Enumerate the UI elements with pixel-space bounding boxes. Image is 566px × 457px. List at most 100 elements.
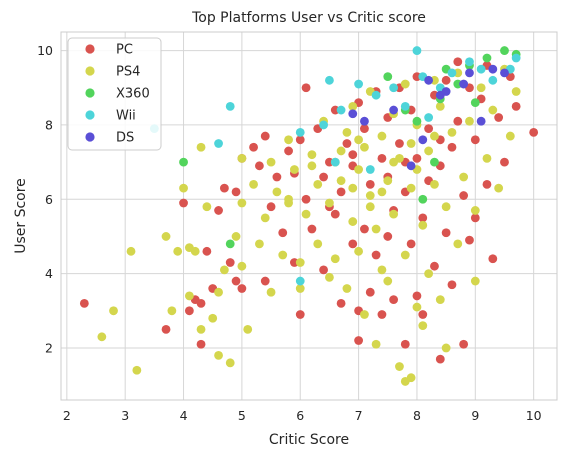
data-point [243, 325, 252, 334]
data-point [500, 68, 509, 77]
data-point [512, 54, 521, 63]
data-point [354, 336, 363, 345]
data-point [348, 239, 357, 248]
data-point [418, 310, 427, 319]
data-point [372, 225, 381, 234]
data-point [179, 199, 188, 208]
data-point [453, 57, 462, 66]
data-point [389, 158, 398, 167]
data-point [97, 332, 106, 341]
data-point [395, 139, 404, 148]
x-axis-label: Critic Score [269, 432, 349, 448]
data-point [162, 325, 171, 334]
data-point [284, 195, 293, 204]
data-point [500, 158, 509, 167]
data-point [127, 247, 136, 256]
x-tick-label: 10 [526, 408, 542, 423]
chart-title: Top Platforms User vs Critic score [191, 10, 426, 26]
data-point [302, 210, 311, 219]
data-point [249, 143, 258, 152]
x-tick-label: 5 [238, 408, 246, 423]
data-point [366, 288, 375, 297]
data-point [337, 106, 346, 115]
data-point [214, 206, 223, 215]
data-point [401, 340, 410, 349]
data-point [343, 128, 352, 137]
data-point [284, 147, 293, 156]
data-point [348, 109, 357, 118]
data-point [162, 232, 171, 241]
legend-marker [85, 44, 94, 53]
data-point [302, 83, 311, 92]
data-point [237, 262, 246, 271]
data-point [413, 292, 422, 301]
data-point [261, 277, 270, 286]
data-point [471, 135, 480, 144]
legend-label: PS4 [116, 65, 140, 80]
data-point [448, 280, 457, 289]
data-point [255, 161, 264, 170]
data-point [424, 124, 433, 133]
data-point [477, 83, 486, 92]
data-point [459, 80, 468, 89]
data-point [237, 199, 246, 208]
data-point [459, 173, 468, 182]
data-point [337, 147, 346, 156]
data-point [226, 102, 235, 111]
data-point [459, 340, 468, 349]
data-point [430, 180, 439, 189]
data-point [424, 113, 433, 122]
data-point [383, 176, 392, 185]
data-point [442, 202, 451, 211]
y-tick-label: 2 [45, 340, 53, 355]
data-point [383, 277, 392, 286]
data-point [302, 195, 311, 204]
data-point [278, 251, 287, 260]
data-point [343, 139, 352, 148]
data-point [401, 102, 410, 111]
data-point [401, 80, 410, 89]
data-point [308, 161, 317, 170]
data-point [325, 273, 334, 282]
data-point [500, 46, 509, 55]
data-point [191, 247, 200, 256]
data-point [348, 150, 357, 159]
data-point [372, 340, 381, 349]
legend-label: Wii [116, 109, 136, 124]
data-point [197, 340, 206, 349]
data-point [226, 258, 235, 267]
data-point [319, 173, 328, 182]
data-point [337, 176, 346, 185]
data-point [214, 139, 223, 148]
data-point [237, 154, 246, 163]
data-point [401, 251, 410, 260]
x-tick-label: 2 [63, 408, 71, 423]
legend-label: DS [116, 131, 134, 146]
data-point [448, 68, 457, 77]
data-point [348, 184, 357, 193]
y-tick-label: 4 [45, 266, 53, 281]
data-point [366, 165, 375, 174]
data-point [453, 117, 462, 126]
data-point [378, 265, 387, 274]
data-point [465, 57, 474, 66]
data-point [378, 154, 387, 163]
data-point [430, 158, 439, 167]
data-point [383, 232, 392, 241]
data-point [237, 284, 246, 293]
data-point [448, 143, 457, 152]
data-point [313, 239, 322, 248]
data-point [477, 117, 486, 126]
data-point [255, 239, 264, 248]
data-point [378, 187, 387, 196]
data-point [325, 199, 334, 208]
data-point [273, 187, 282, 196]
data-point [308, 150, 317, 159]
data-point [407, 184, 416, 193]
data-point [360, 225, 369, 234]
data-point [483, 54, 492, 63]
data-point [424, 269, 433, 278]
data-point [331, 158, 340, 167]
data-point [436, 295, 445, 304]
data-point [471, 206, 480, 215]
